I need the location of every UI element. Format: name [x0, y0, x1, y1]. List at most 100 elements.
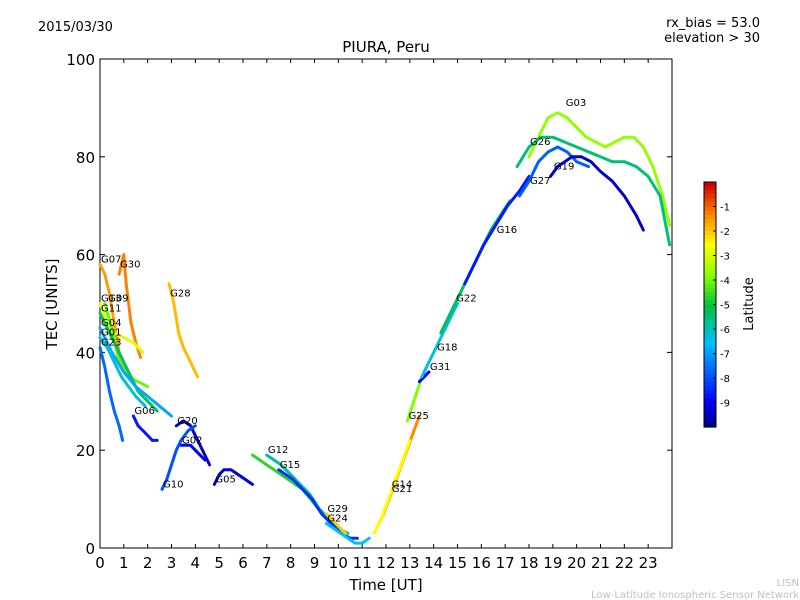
colorbar-segment: [704, 218, 716, 224]
y-tick-label: 80: [76, 149, 95, 167]
series-label-g28: G28: [170, 289, 190, 300]
y-tick-label: 100: [66, 51, 95, 69]
series-label-g20: G20: [177, 416, 197, 427]
series-label-g13: G13: [101, 294, 121, 305]
series-line-g06: [131, 414, 159, 442]
colorbar-segment: [704, 243, 716, 248]
colorbar-segment: [704, 275, 716, 281]
series-label-g25: G25: [408, 411, 428, 422]
series-group: [98, 111, 672, 545]
colorbar-segment: [704, 251, 716, 257]
colorbar-segment: [704, 280, 716, 285]
x-tick-label: 1: [119, 554, 129, 572]
colorbar-segment: [704, 369, 716, 375]
colorbar-segment: [704, 284, 716, 289]
y-tick-label: 20: [76, 442, 95, 460]
x-tick-label: 6: [238, 554, 248, 572]
x-tick-label: 20: [567, 554, 586, 572]
series-line-g02: [179, 443, 207, 462]
series-label-g31: G31: [430, 362, 450, 373]
colorbar-tick-label: -8: [720, 374, 730, 385]
x-tick-label: 8: [286, 554, 296, 572]
colorbar-segment: [704, 198, 716, 204]
series-label-g24: G24: [327, 514, 347, 525]
colorbar-segment: [704, 235, 716, 240]
colorbar-segment: [704, 320, 716, 326]
colorbar-tick-label: -9: [720, 399, 730, 410]
colorbar-segment: [704, 337, 716, 342]
colorbar-segment: [704, 296, 716, 302]
series-line-g03: [527, 111, 672, 227]
series-label-g19: G19: [554, 161, 574, 172]
x-axis-label: Time [UT]: [348, 576, 422, 594]
colorbar-tick-label: -3: [720, 252, 730, 263]
elevation-label: elevation > 30: [664, 31, 760, 46]
colorbar-segment: [704, 382, 716, 387]
colorbar-segment: [704, 255, 716, 261]
rx-bias-label: rx_bias = 53.0: [666, 16, 760, 31]
colorbar-segment: [704, 316, 716, 322]
colorbar-segment: [704, 222, 716, 228]
colorbar-segment: [704, 300, 716, 306]
colorbar-label: Latitude: [742, 277, 757, 331]
x-tick-label: 22: [615, 554, 634, 572]
colorbar-segment: [704, 406, 716, 412]
colorbar-segment: [704, 271, 716, 277]
series-line-g20: [174, 419, 212, 467]
colorbar-tick-label: -1: [720, 203, 730, 214]
colorbar-segment: [704, 365, 716, 371]
colorbar-segment: [704, 308, 716, 314]
series-label-g26: G26: [530, 137, 550, 148]
series-line-g19: [549, 155, 645, 232]
colorbar-segment: [704, 324, 716, 330]
colorbar-segment: [704, 394, 716, 400]
colorbar-segment: [704, 390, 716, 395]
colorbar-segment: [704, 422, 716, 428]
series-line-g16: [463, 174, 531, 286]
colorbar-segment: [704, 190, 716, 195]
x-tick-label: 4: [191, 554, 201, 572]
x-tick-label: 5: [214, 554, 224, 572]
series-label-g06: G06: [134, 406, 154, 417]
x-tick-label: 3: [167, 554, 177, 572]
series-line-g26: [515, 135, 672, 247]
x-tick-label: 18: [519, 554, 538, 572]
x-tick-label: 2: [143, 554, 153, 572]
series-label-g03: G03: [566, 98, 586, 109]
colorbar-segment: [704, 329, 716, 334]
series-label-g15: G15: [280, 460, 300, 471]
colorbar-tick-label: -4: [720, 276, 730, 287]
series-line-g24: [324, 522, 371, 545]
x-tick-label: 19: [543, 554, 562, 572]
colorbar-segment: [704, 410, 716, 416]
chart-title: PIURA, Peru: [342, 38, 429, 56]
colorbar-segment: [704, 386, 716, 391]
colorbar-segment: [704, 292, 716, 297]
credit-short: LISN: [777, 578, 799, 589]
series-label-g27: G27: [530, 176, 550, 187]
series-line-g28: [167, 282, 200, 379]
series-label-g02: G02: [182, 435, 202, 446]
colorbar-tick-label: -6: [720, 325, 730, 336]
colorbar-segment: [704, 345, 716, 351]
series-line-g31: [417, 370, 431, 384]
colorbar-segment: [704, 418, 716, 424]
series-line-g10: [160, 424, 197, 491]
series-line-g23: [98, 346, 125, 442]
x-tick-label: 14: [424, 554, 443, 572]
colorbar-segment: [704, 349, 716, 355]
series-label-g04: G04: [101, 318, 121, 329]
series-line-g11: [98, 311, 159, 413]
series-label-g21: G21: [392, 484, 412, 495]
colorbar-segment: [704, 357, 716, 363]
series-label-g16: G16: [497, 225, 517, 236]
colorbar-segment: [704, 414, 716, 420]
x-tick-label: 11: [353, 554, 372, 572]
series-label-g18: G18: [437, 342, 457, 353]
colorbar-segment: [704, 341, 716, 346]
series-label-g01: G01: [101, 328, 121, 339]
colorbar-segment: [704, 361, 716, 367]
colorbar-segment: [704, 378, 716, 383]
date-label: 2015/03/30: [38, 20, 113, 35]
axis-ticks: 0 1 2 3 4 5 6 7 8 9 10 11 12 13 14 15 16 17 18 19 20 21 22 2302…: [66, 51, 672, 572]
